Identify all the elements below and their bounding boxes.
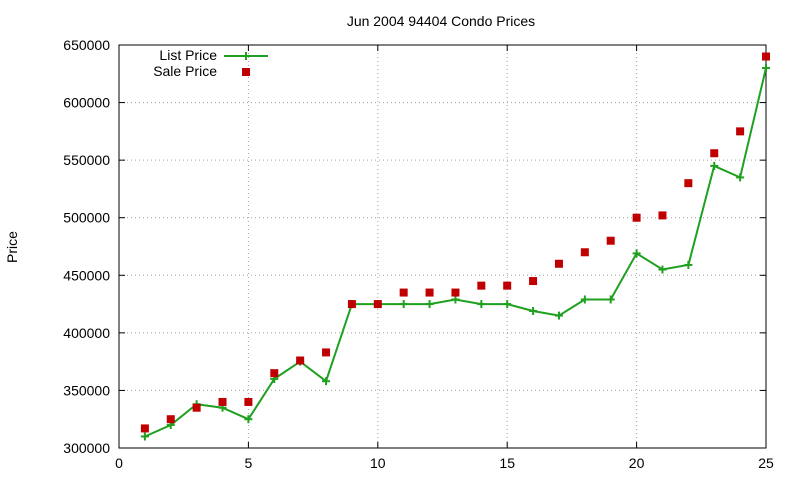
sale-price-point — [425, 288, 434, 297]
sale-price-point — [166, 415, 175, 424]
y-axis-label: Price — [4, 231, 20, 263]
list-price-point — [425, 300, 434, 309]
sale-price-point — [580, 248, 589, 257]
x-tick-label: 10 — [370, 455, 386, 471]
list-price-point — [580, 295, 589, 304]
list-price-point — [658, 265, 667, 274]
list-price-point — [736, 173, 745, 182]
y-tick-label: 450000 — [63, 267, 110, 283]
list-price-point — [684, 260, 693, 269]
sale-price-point — [322, 348, 331, 357]
plot-frame — [118, 44, 767, 449]
sale-price-point — [632, 213, 641, 222]
sale-price-point — [451, 288, 460, 297]
series-layer — [140, 52, 770, 441]
sale-price-point — [477, 281, 486, 290]
y-tick-label: 600000 — [63, 95, 110, 111]
sale-price-point — [554, 259, 563, 268]
x-tick-label: 25 — [758, 455, 774, 471]
legend-marker-list-price — [242, 52, 250, 60]
sale-price-point — [192, 403, 201, 412]
sale-price-point — [373, 300, 382, 309]
sale-price-point — [658, 211, 667, 220]
sale-price-point — [218, 397, 227, 406]
list-price-point — [322, 377, 331, 386]
list-price-point — [451, 295, 460, 304]
chart-title: Jun 2004 94404 Condo Prices — [347, 13, 535, 29]
x-tick-label: 15 — [499, 455, 515, 471]
sale-price-point — [244, 397, 253, 406]
list-price-point — [140, 432, 149, 441]
y-tick-label: 400000 — [63, 325, 110, 341]
list-price-point — [710, 161, 719, 170]
list-price-point — [762, 64, 770, 73]
sale-price-point — [736, 127, 745, 136]
y-tick-label: 500000 — [63, 210, 110, 226]
sale-price-point — [606, 236, 615, 245]
sale-price-point — [503, 281, 512, 290]
legend-plus — [242, 52, 250, 60]
y-tick-label: 300000 — [63, 440, 110, 456]
sale-price-point — [710, 149, 719, 158]
sale-price-point — [347, 300, 356, 309]
x-tick-label: 5 — [245, 455, 253, 471]
gridlines — [119, 45, 766, 448]
list-price-point — [529, 306, 538, 315]
legend: List Price Sale Price — [153, 47, 268, 79]
list-price-point — [244, 415, 253, 424]
x-tick-label: 0 — [115, 455, 123, 471]
list-price-point — [399, 300, 408, 309]
legend-marker-sale-price — [242, 68, 250, 76]
sale-price-point — [270, 369, 279, 378]
list-price-point — [503, 300, 512, 309]
list-price-point — [554, 311, 563, 320]
list-price-point — [477, 300, 486, 309]
legend-label-sale-price: Sale Price — [153, 63, 217, 79]
list-price-point — [632, 249, 641, 258]
sale-price-point — [140, 424, 149, 433]
sale-price-point — [296, 356, 305, 365]
list-price-point — [606, 295, 615, 304]
list-price-line — [144, 67, 767, 438]
y-tick-label: 650000 — [63, 37, 110, 53]
legend-label-list-price: List Price — [159, 47, 217, 63]
sale-price-point — [399, 288, 408, 297]
sale-price-point — [529, 277, 538, 286]
sale-price-point — [762, 52, 770, 61]
axis-ticks: 0 5 10 15 20 25 300000 350000 400000 450000 500000… — [63, 37, 774, 471]
sale-price-point — [684, 179, 693, 188]
x-tick-label: 20 — [629, 455, 645, 471]
y-tick-label: 550000 — [63, 152, 110, 168]
y-tick-label: 350000 — [63, 382, 110, 398]
